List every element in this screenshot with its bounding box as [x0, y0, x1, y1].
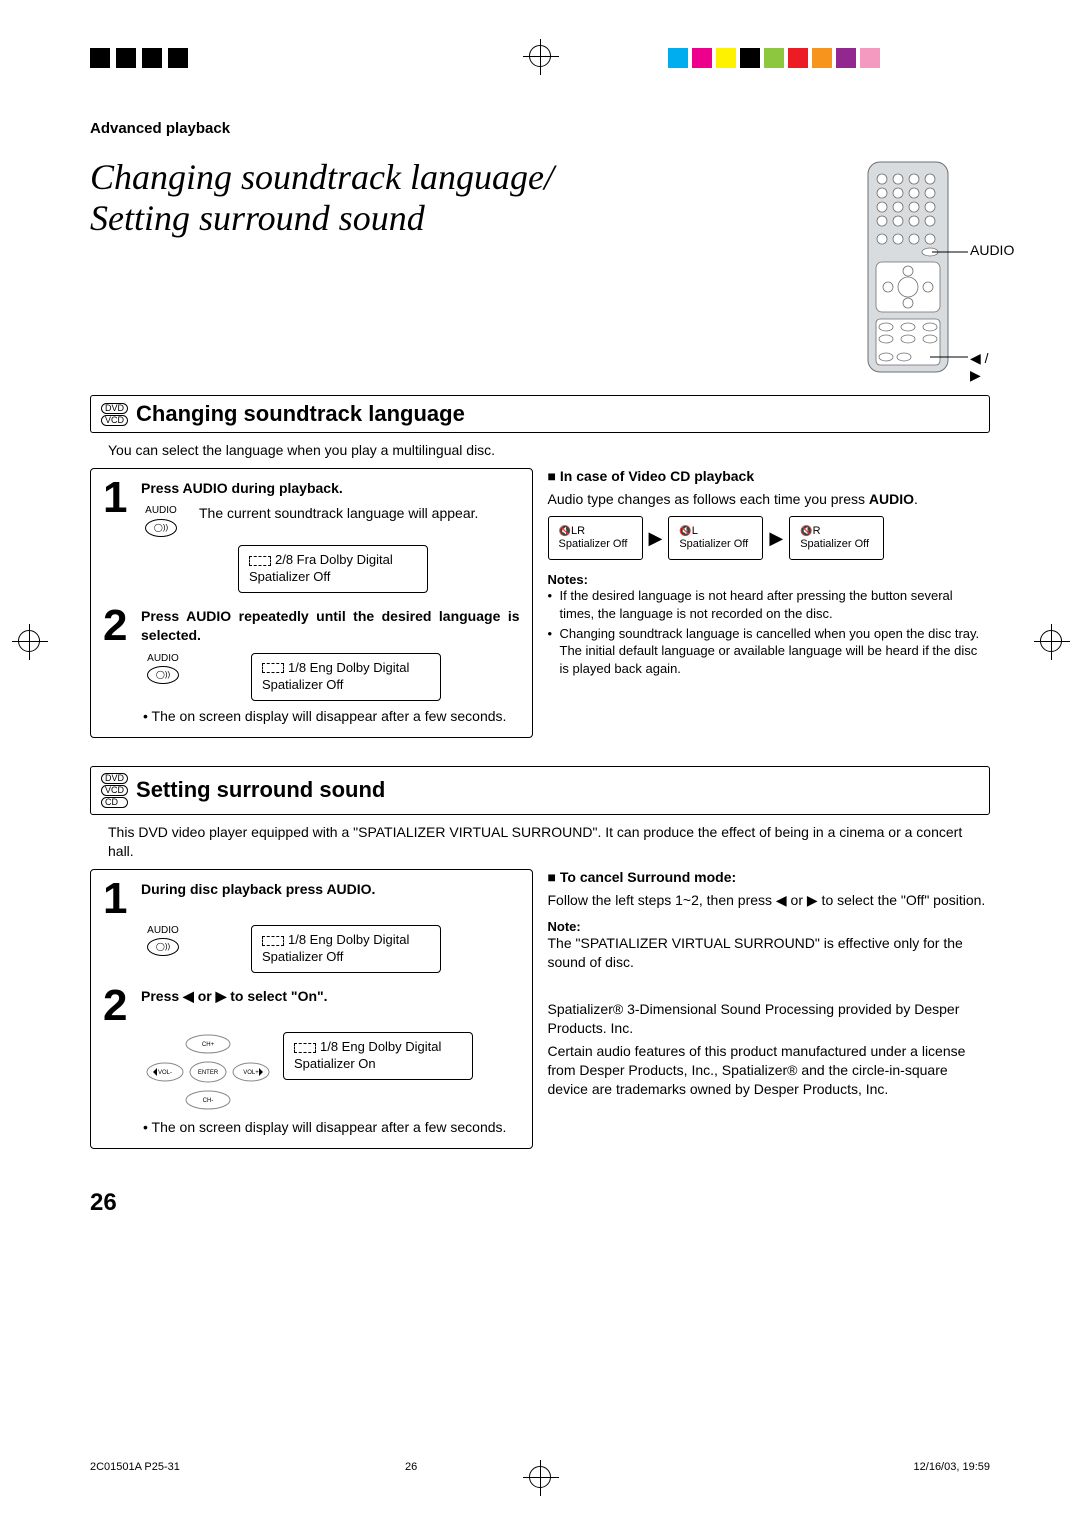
section-bar-surround: DVDVCDCD Setting surround sound	[90, 766, 990, 815]
registration-mark-left	[18, 630, 40, 652]
arrow-icon: ▶	[649, 528, 663, 549]
section-title-surround: Setting surround sound	[136, 777, 385, 803]
svg-text:CH-: CH-	[203, 1098, 214, 1104]
remote-audio-label: AUDIO	[970, 242, 1014, 258]
cancel-body: Follow the left steps 1~2, then press ◀ …	[548, 891, 991, 910]
step-number-1: 1	[103, 880, 131, 917]
vcd-box-l: 🔇 L Spatializer Off	[668, 516, 763, 560]
note-head: Note:	[548, 919, 991, 934]
cancel-subhead: To cancel Surround mode:	[548, 869, 991, 885]
disc-badge: DVDVCDCD	[101, 772, 128, 809]
step-number-2: 2	[103, 607, 131, 644]
osd-icon	[262, 663, 284, 673]
note-body: The "SPATIALIZER VIRTUAL SURROUND" is ef…	[548, 934, 991, 972]
s2-step1-head: During disc playback press AUDIO.	[141, 880, 520, 899]
trademark-1: Spatializer® 3-Dimensional Sound Process…	[548, 1000, 991, 1038]
vcd-box-r: 🔇 R Spatializer Off	[789, 516, 884, 560]
dpad-icon: CH+ CH- VOL- VOL+ ENTER	[143, 1032, 273, 1112]
vcd-subhead: In case of Video CD playback	[548, 468, 991, 484]
vcd-box-lr: 🔇 LR Spatializer Off	[548, 516, 643, 560]
osd-icon	[262, 936, 284, 946]
notes-head: Notes:	[548, 572, 991, 587]
section2-intro: This DVD video player equipped with a "S…	[108, 823, 990, 861]
svg-text:VOL-: VOL-	[158, 1070, 172, 1076]
audio-button-icon: AUDIO ◯))	[143, 653, 183, 684]
s2-step2-bullet: • The on screen display will disappear a…	[143, 1118, 520, 1136]
osd-display-1: 2/8 Fra Dolby Digital Spatializer Off	[238, 545, 428, 593]
step1-body: The current soundtrack language will app…	[199, 504, 478, 523]
osd-icon	[294, 1043, 316, 1053]
footer-mid: 26	[405, 1461, 417, 1473]
step2-head: Press AUDIO repeatedly until the desired…	[141, 607, 520, 645]
page-title-line1: Changing soundtrack language/	[90, 157, 554, 198]
osd-icon	[249, 556, 271, 566]
footer-left: 2C01501A P25-31	[90, 1461, 180, 1473]
osd-display-2: 1/8 Eng Dolby Digital Spatializer Off	[251, 653, 441, 701]
arrow-icon: ▶	[769, 528, 783, 549]
footer-right: 12/16/03, 19:59	[914, 1461, 990, 1473]
section-title-soundtrack: Changing soundtrack language	[136, 401, 465, 427]
section-header: Advanced playback	[90, 120, 990, 137]
step-box-2: 1 During disc playback press AUDIO. AUDI…	[90, 869, 533, 1150]
registration-mark-right	[1040, 630, 1062, 652]
audio-button-icon: AUDIO ◯))	[141, 504, 181, 538]
osd-display-3: 1/8 Eng Dolby Digital Spatializer Off	[251, 925, 441, 973]
step-box-1: 1 Press AUDIO during playback. AUDIO ◯))…	[90, 468, 533, 738]
trademark-2: Certain audio features of this product m…	[548, 1042, 991, 1099]
remote-diagram: AUDIO ◀ / ▶	[850, 157, 990, 377]
svg-text:ENTER: ENTER	[198, 1070, 219, 1076]
remote-arrows-label: ◀ / ▶	[970, 350, 990, 384]
vcd-flow-diagram: 🔇 LR Spatializer Off ▶ 🔇 L Spatializer O…	[548, 516, 991, 560]
vcd-intro: Audio type changes as follows each time …	[548, 490, 991, 508]
registration-mark-top	[529, 45, 551, 67]
section-bar-soundtrack: DVDVCD Changing soundtrack language	[90, 395, 990, 433]
step1-head: Press AUDIO during playback.	[141, 479, 520, 498]
svg-text:CH+: CH+	[202, 1042, 215, 1048]
section1-intro: You can select the language when you pla…	[108, 441, 990, 460]
step-number-1: 1	[103, 479, 131, 516]
page-number: 26	[90, 1189, 990, 1217]
notes-list: If the desired language is not heard aft…	[548, 587, 991, 677]
s2-step2-head: Press ◀ or ▶ to select "On".	[141, 987, 520, 1006]
disc-badge: DVDVCD	[101, 402, 128, 427]
osd-display-4: 1/8 Eng Dolby Digital Spatializer On	[283, 1032, 473, 1080]
svg-text:VOL+: VOL+	[243, 1070, 259, 1076]
print-footer: 2C01501A P25-31 26 12/16/03, 19:59	[90, 1461, 990, 1473]
step-number-2: 2	[103, 987, 131, 1024]
step2-bullet: • The on screen display will disappear a…	[143, 707, 520, 725]
page-title-line2: Setting surround sound	[90, 198, 554, 239]
audio-button-icon: AUDIO ◯))	[143, 925, 183, 956]
